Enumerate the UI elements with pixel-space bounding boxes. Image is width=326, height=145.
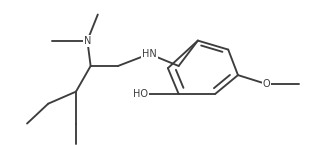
Text: HO: HO (133, 89, 148, 99)
Text: HN: HN (142, 49, 157, 59)
Text: O: O (263, 79, 271, 89)
Text: N: N (84, 36, 91, 46)
